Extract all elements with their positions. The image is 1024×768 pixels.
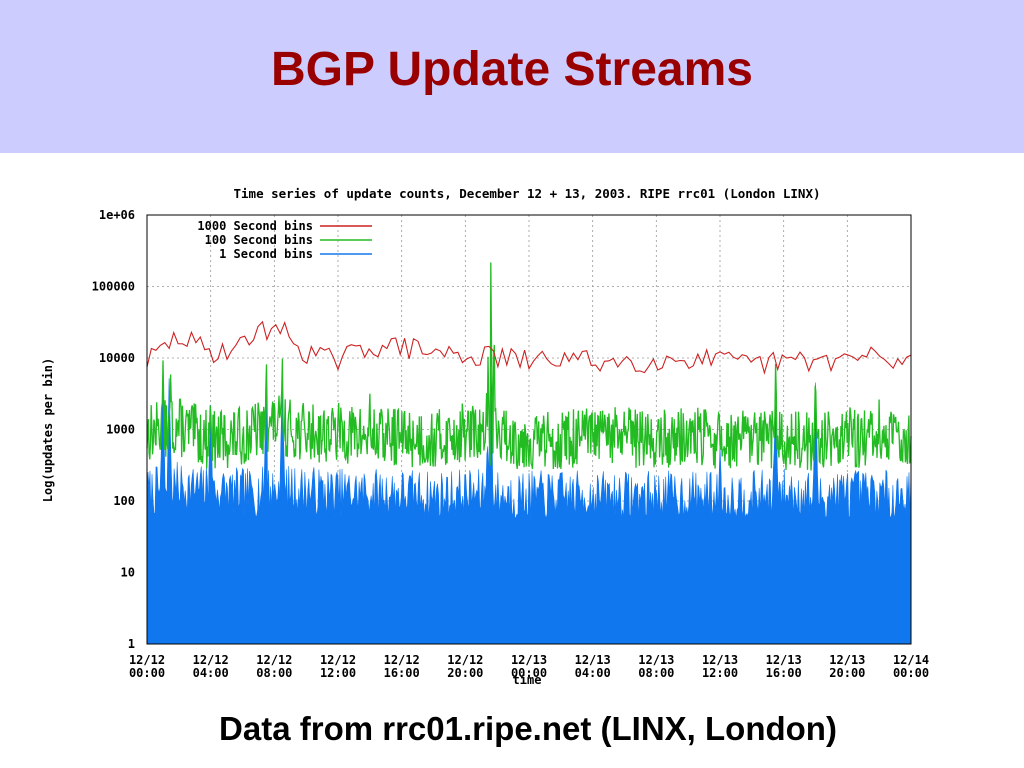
legend-label: 1 Second bins	[219, 247, 313, 261]
x-tick-label: 04:00	[575, 666, 611, 680]
x-tick-label: 12/12	[129, 653, 165, 667]
x-tick-label: 12/12	[320, 653, 356, 667]
y-tick-label: 100	[113, 494, 135, 508]
y-tick-label: 10	[121, 566, 135, 580]
x-tick-label: 12/13	[829, 653, 865, 667]
x-axis: 12/1200:0012/1204:0012/1208:0012/1212:00…	[129, 653, 929, 680]
legend-label: 100 Second bins	[205, 233, 313, 247]
y-tick-label: 100000	[92, 280, 135, 294]
x-tick-label: 04:00	[193, 666, 229, 680]
title-band	[0, 0, 1024, 153]
x-tick-label: 00:00	[129, 666, 165, 680]
x-tick-label: 12:00	[702, 666, 738, 680]
x-tick-label: 00:00	[893, 666, 929, 680]
x-tick-label: 12/13	[575, 653, 611, 667]
x-tick-label: 12/13	[638, 653, 674, 667]
x-tick-label: 20:00	[829, 666, 865, 680]
chart-title: Time series of update counts, December 1…	[234, 186, 821, 201]
x-tick-label: 16:00	[384, 666, 420, 680]
y-tick-label: 10000	[99, 351, 135, 365]
slide-caption: Data from rrc01.ripe.net (LINX, London)	[219, 710, 837, 747]
y-axis-label: Log(updates per bin)	[41, 358, 55, 503]
series-100-second-bins	[146, 262, 912, 471]
series-1-second-bins	[146, 370, 912, 645]
x-tick-label: 12:00	[320, 666, 356, 680]
x-tick-label: 12/13	[702, 653, 738, 667]
x-tick-label: 20:00	[447, 666, 483, 680]
x-tick-label: 12/13	[511, 653, 547, 667]
y-tick-label: 1	[128, 637, 135, 651]
y-tick-label: 1e+06	[99, 208, 135, 222]
x-tick-label: 12/12	[256, 653, 292, 667]
x-tick-label: 08:00	[638, 666, 674, 680]
x-tick-label: 16:00	[766, 666, 802, 680]
series-1000-second-bins	[146, 320, 912, 375]
x-tick-label: 00:00	[511, 666, 547, 680]
series-layer	[146, 262, 912, 645]
x-tick-label: 12/13	[766, 653, 802, 667]
y-axis: 1e+06 100000 10000 1000 100 10 1	[92, 208, 135, 651]
x-tick-label: 12/14	[893, 653, 929, 667]
y-tick-label: 1000	[106, 423, 135, 437]
x-tick-label: 12/12	[193, 653, 229, 667]
x-tick-label: 12/12	[384, 653, 420, 667]
x-tick-label: 08:00	[256, 666, 292, 680]
slide-title: BGP Update Streams	[271, 43, 753, 96]
x-axis-label: time	[513, 673, 542, 687]
plot-frame	[146, 214, 912, 645]
legend-label: 1000 Second bins	[197, 219, 313, 233]
x-tick-label: 12/12	[447, 653, 483, 667]
